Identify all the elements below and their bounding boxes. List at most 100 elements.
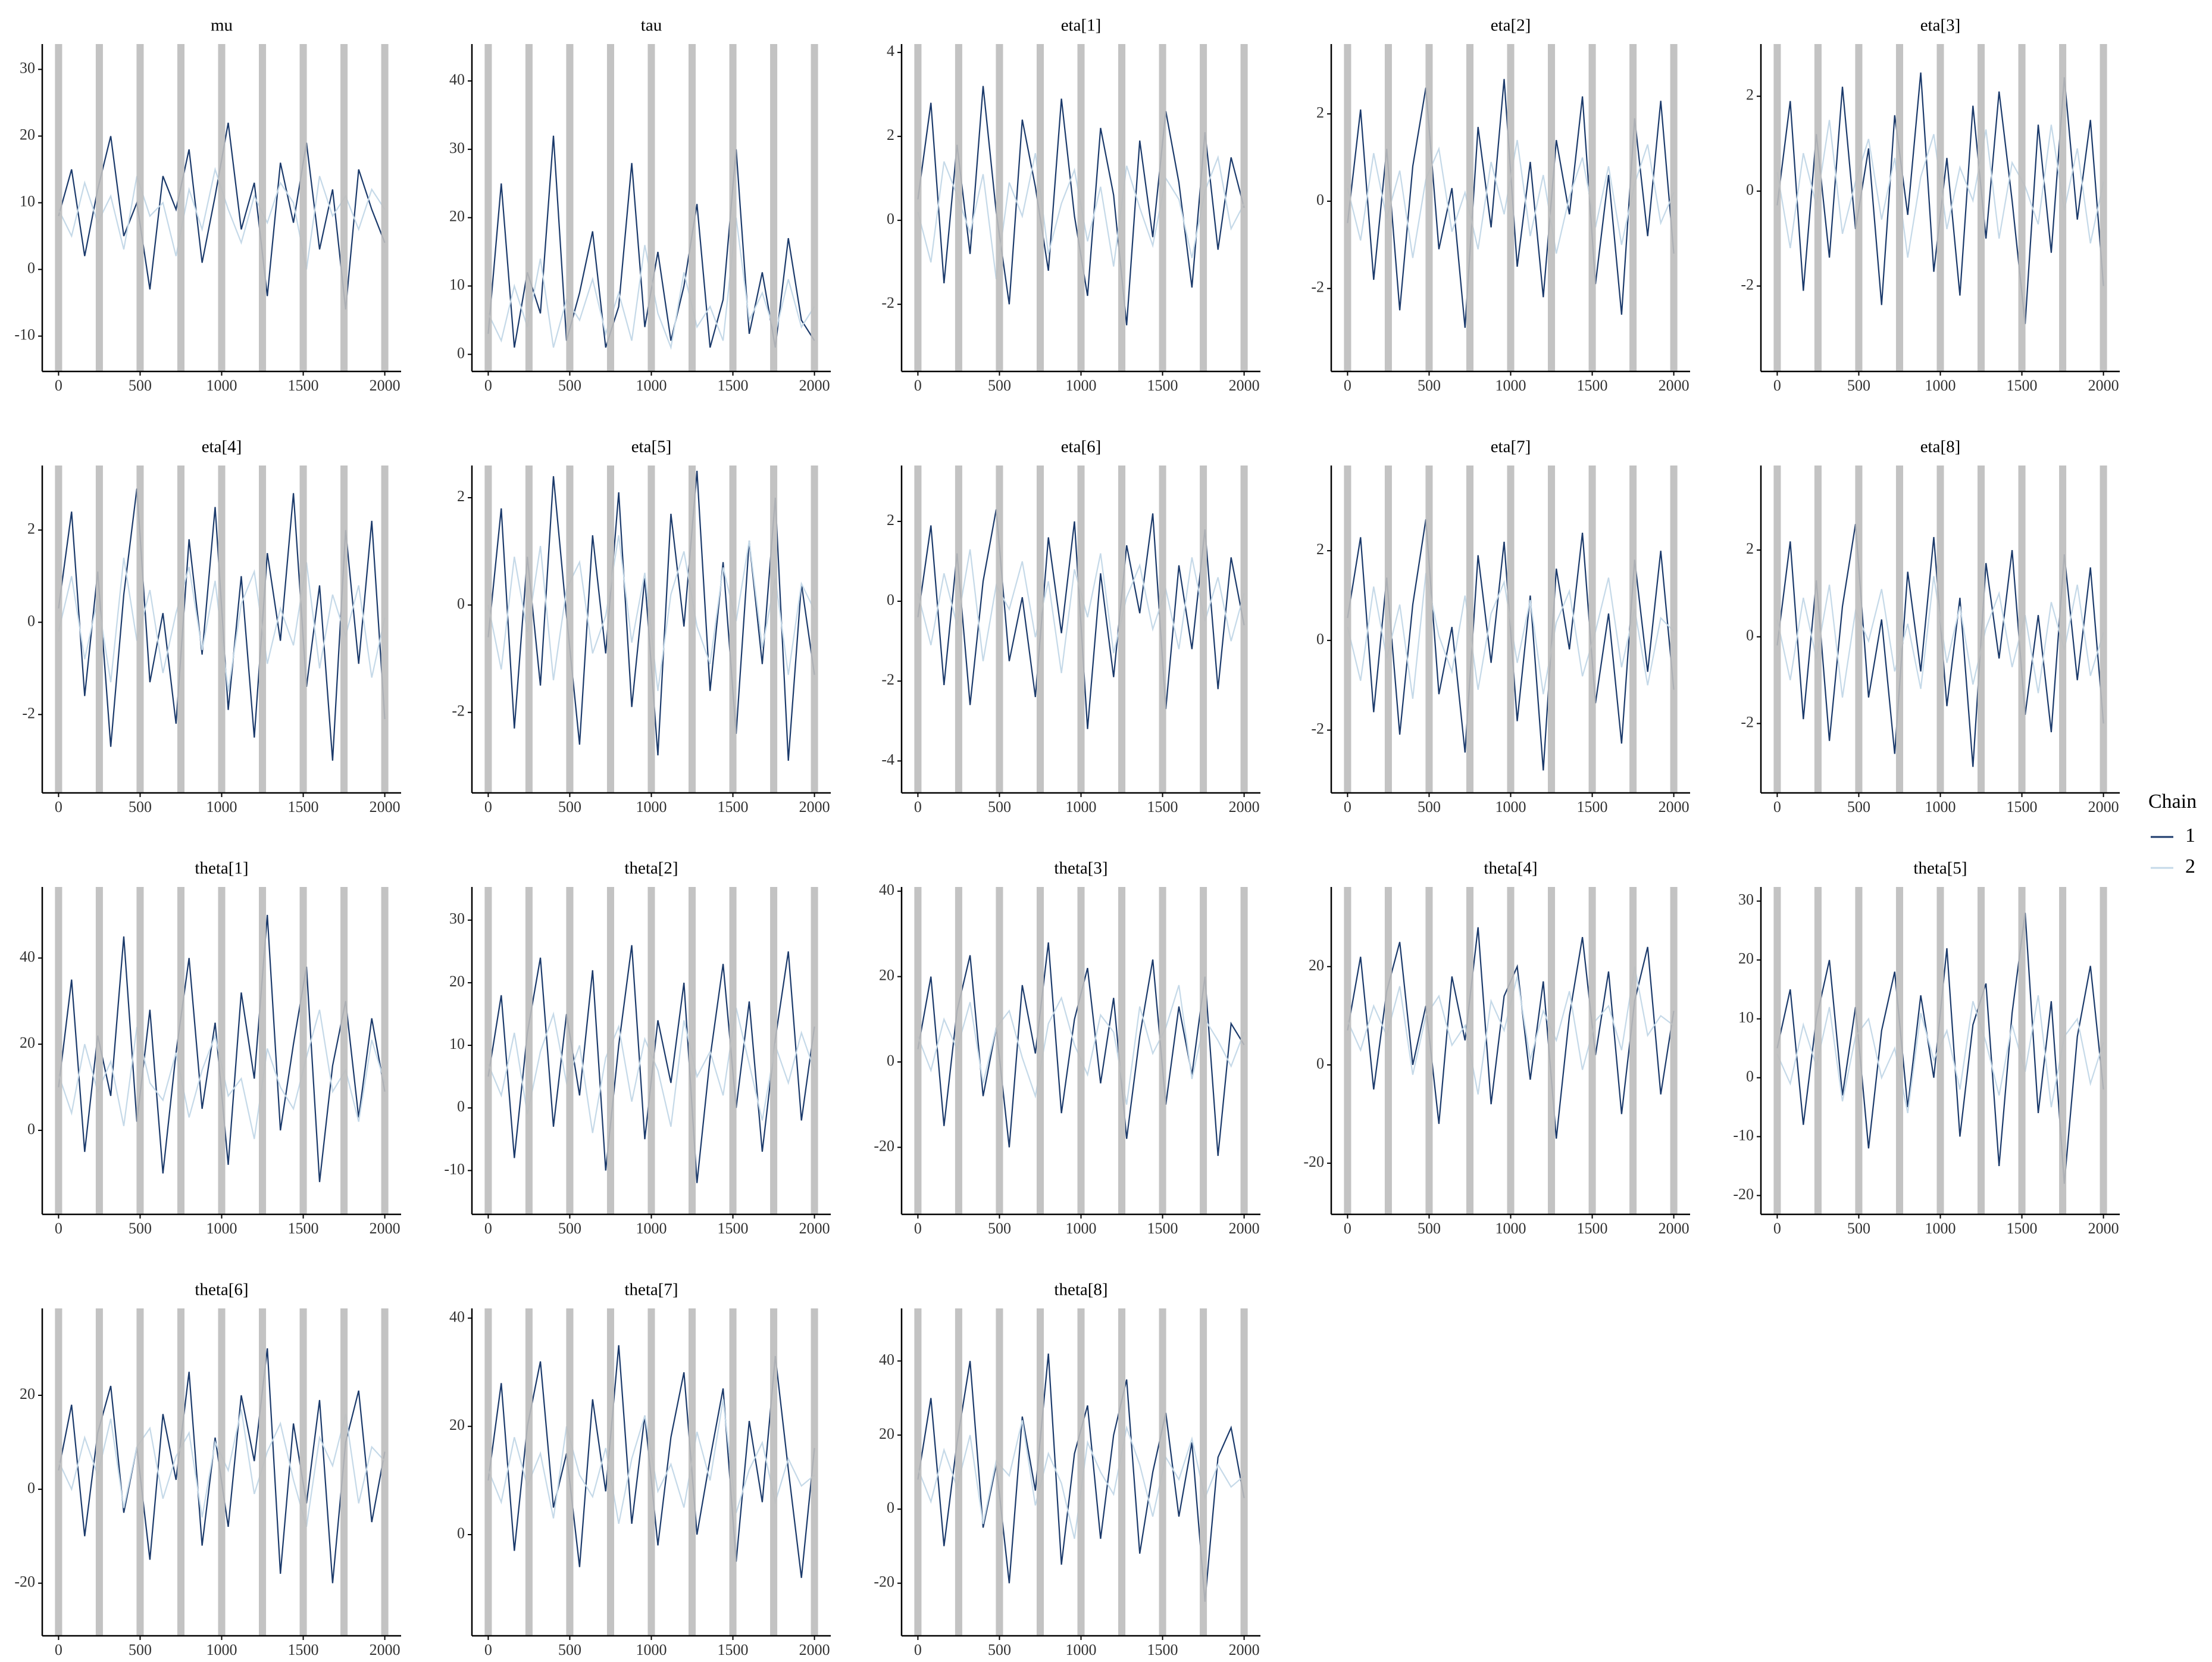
y-tick-label: 0 [1316, 630, 1324, 648]
y-tick-label: -2 [881, 671, 894, 688]
highlight-band [95, 887, 103, 1214]
highlight-band [2059, 466, 2067, 793]
panel: eta[1] -2 0 2 4 0 500 1000 1500 2000 [881, 16, 1260, 394]
highlight-band [299, 1308, 307, 1636]
y-tick-label: 0 [457, 595, 465, 612]
highlight-band [1855, 44, 1863, 371]
legend-label: 2 [2185, 855, 2195, 877]
highlight-band [1077, 44, 1085, 371]
highlight-band [770, 887, 778, 1214]
y-tick-label: 20 [879, 1425, 894, 1442]
x-tick-label: 1000 [1925, 798, 1956, 816]
x-tick-label: 500 [1847, 1220, 1870, 1237]
highlight-band [258, 466, 267, 793]
highlight-band [647, 466, 655, 793]
y-tick-label: 30 [449, 139, 465, 157]
x-tick-label: 1000 [1495, 798, 1526, 816]
panel-title: eta[6] [1061, 438, 1102, 457]
highlight-band [484, 887, 492, 1214]
x-tick-label: 2000 [370, 377, 401, 394]
highlight-band [1240, 466, 1248, 793]
highlight-band [299, 887, 307, 1214]
x-tick-label: 500 [988, 1641, 1011, 1658]
highlight-band [1077, 1308, 1085, 1636]
x-tick-label: 500 [558, 377, 581, 394]
x-tick-label: 1000 [1495, 1220, 1526, 1237]
panel: theta[4] -20 0 20 0 500 1000 1500 2000 [1303, 859, 1690, 1237]
highlight-band [955, 1308, 962, 1636]
x-tick-label: 500 [1418, 798, 1441, 816]
highlight-band [1159, 887, 1166, 1214]
panel: eta[7] -2 0 2 0 500 1000 1500 2000 [1311, 438, 1690, 816]
x-tick-label: 1500 [1147, 377, 1178, 394]
highlight-band [770, 44, 778, 371]
x-tick-label: 1000 [1066, 1220, 1097, 1237]
y-tick-label: -4 [881, 751, 894, 768]
highlight-band [55, 887, 62, 1214]
highlight-band [177, 887, 185, 1214]
x-tick-label: 1500 [1147, 1641, 1178, 1658]
x-tick-label: 500 [988, 798, 1011, 816]
y-tick-label: 30 [1738, 891, 1754, 908]
highlight-band [55, 466, 62, 793]
highlight-band [1936, 887, 1944, 1214]
highlight-band [606, 887, 615, 1214]
highlight-band [95, 44, 103, 371]
highlight-band [1629, 466, 1637, 793]
x-tick-label: 2000 [1659, 798, 1689, 816]
highlight-band [136, 887, 144, 1214]
highlight-band [811, 44, 818, 371]
panel-title: theta[2] [624, 859, 678, 878]
x-tick-label: 0 [484, 1220, 492, 1237]
highlight-band [1466, 466, 1474, 793]
highlight-band [136, 1308, 144, 1636]
highlight-band [1200, 1308, 1207, 1636]
highlight-band [914, 466, 922, 793]
highlight-band [1895, 466, 1904, 793]
panel-title: eta[7] [1491, 438, 1531, 457]
x-tick-label: 1500 [718, 377, 749, 394]
y-tick-label: -2 [1741, 276, 1754, 293]
x-tick-label: 1500 [718, 1641, 749, 1658]
highlight-band [688, 1308, 696, 1636]
highlight-band [484, 1308, 492, 1636]
highlight-band [1240, 887, 1248, 1214]
highlight-band [2018, 887, 2026, 1214]
panel-title: theta[5] [1913, 859, 1967, 878]
y-tick-label: 20 [449, 1416, 465, 1433]
highlight-band [1118, 887, 1126, 1214]
highlight-band [218, 466, 226, 793]
x-tick-label: 1000 [207, 1220, 237, 1237]
y-tick-label: 0 [27, 1120, 35, 1138]
highlight-band [299, 466, 307, 793]
panel: eta[2] -2 0 2 0 500 1000 1500 2000 [1311, 16, 1690, 394]
highlight-band [1814, 466, 1822, 793]
highlight-band [1670, 466, 1678, 793]
highlight-band [1507, 887, 1515, 1214]
x-tick-label: 0 [55, 1641, 62, 1658]
panel-title: eta[8] [1920, 438, 1961, 457]
highlight-band [484, 44, 492, 371]
x-tick-label: 1500 [718, 1220, 749, 1237]
highlight-band [1547, 887, 1556, 1214]
y-tick-label: 40 [449, 1308, 465, 1325]
highlight-band [606, 466, 615, 793]
panel: theta[7] 0 20 40 0 500 1000 1500 2000 [449, 1280, 831, 1658]
x-tick-label: 1000 [1066, 1641, 1097, 1658]
y-tick-label: 10 [449, 276, 465, 293]
highlight-band [381, 1308, 389, 1636]
y-tick-label: -2 [1311, 279, 1324, 296]
highlight-band [55, 44, 62, 371]
highlight-band [340, 466, 348, 793]
highlight-band [1159, 466, 1166, 793]
highlight-band [1159, 44, 1166, 371]
highlight-band [95, 466, 103, 793]
highlight-band [729, 466, 737, 793]
y-tick-label: 20 [1738, 950, 1754, 967]
highlight-band [811, 1308, 818, 1636]
x-tick-label: 1500 [288, 1220, 319, 1237]
x-tick-label: 2000 [1229, 798, 1260, 816]
x-tick-label: 0 [1773, 377, 1781, 394]
x-tick-label: 0 [1344, 798, 1351, 816]
